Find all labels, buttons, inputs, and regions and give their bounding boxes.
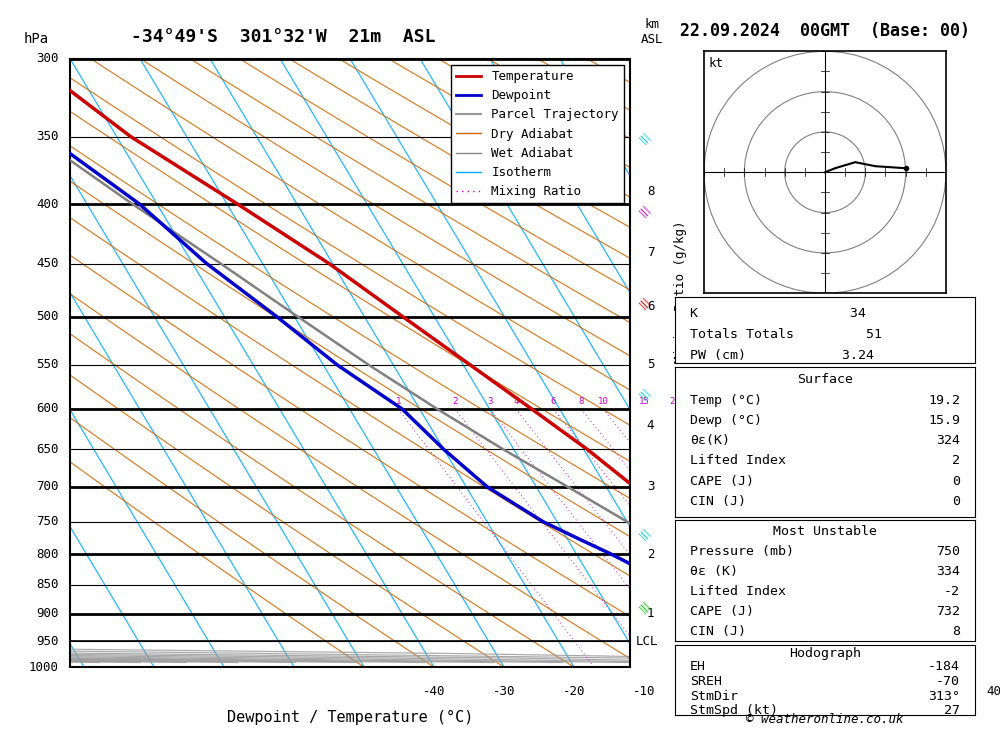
Text: 20: 20 (847, 685, 862, 699)
Text: Lifted Index: Lifted Index (690, 454, 786, 468)
Text: -70: -70 (936, 675, 960, 688)
Text: 650: 650 (36, 443, 59, 456)
Text: Dewp (°C): Dewp (°C) (690, 414, 762, 427)
Text: -34°49'S  301°32'W  21m  ASL: -34°49'S 301°32'W 21m ASL (131, 29, 435, 46)
Text: 2: 2 (952, 454, 960, 468)
Text: 732: 732 (936, 605, 960, 618)
Legend: Temperature, Dewpoint, Parcel Trajectory, Dry Adiabat, Wet Adiabat, Isotherm, Mi: Temperature, Dewpoint, Parcel Trajectory… (451, 65, 624, 203)
Text: Temp (°C): Temp (°C) (690, 394, 762, 407)
Text: |||: ||| (637, 130, 653, 145)
Text: K                   34: K 34 (690, 306, 866, 320)
Text: -40: -40 (423, 685, 445, 699)
Text: kt: kt (708, 57, 723, 70)
Text: StmDir: StmDir (690, 690, 738, 703)
Text: LCL: LCL (636, 635, 658, 648)
Text: EH: EH (690, 660, 706, 674)
Text: 1: 1 (395, 397, 401, 406)
Text: 10: 10 (777, 685, 792, 699)
Text: 800: 800 (36, 548, 59, 561)
Text: km
ASL: km ASL (641, 18, 664, 46)
Text: 8: 8 (952, 625, 960, 638)
Text: θε(K): θε(K) (690, 434, 730, 447)
Text: Mixing Ratio (g/kg): Mixing Ratio (g/kg) (674, 221, 687, 363)
Text: 10: 10 (598, 397, 609, 406)
Text: Surface: Surface (797, 372, 853, 386)
Text: 1000: 1000 (29, 660, 59, 674)
Text: 5: 5 (647, 358, 654, 372)
Text: 500: 500 (36, 310, 59, 323)
Text: Totals Totals         51: Totals Totals 51 (690, 328, 882, 341)
Text: -184: -184 (928, 660, 960, 674)
Text: 300: 300 (36, 52, 59, 65)
Text: |||: ||| (637, 599, 653, 614)
Text: 0: 0 (710, 685, 718, 699)
Text: 2: 2 (647, 548, 654, 561)
Text: 900: 900 (36, 607, 59, 620)
Text: 30: 30 (917, 685, 932, 699)
Text: 8: 8 (647, 185, 654, 198)
Text: 4: 4 (647, 419, 654, 432)
Text: 750: 750 (936, 545, 960, 558)
Text: 700: 700 (36, 480, 59, 493)
Text: 1: 1 (647, 607, 654, 620)
Text: 0: 0 (952, 495, 960, 508)
Text: 7: 7 (647, 246, 654, 259)
Text: 40: 40 (987, 685, 1000, 699)
Text: 15: 15 (639, 397, 650, 406)
Text: hPa: hPa (24, 32, 49, 46)
Text: 550: 550 (36, 358, 59, 372)
Text: 400: 400 (36, 197, 59, 210)
Text: CAPE (J): CAPE (J) (690, 475, 754, 487)
Text: 4: 4 (513, 397, 518, 406)
Text: 334: 334 (936, 565, 960, 578)
Text: Dewpoint / Temperature (°C): Dewpoint / Temperature (°C) (227, 710, 473, 725)
Text: |||: ||| (637, 295, 653, 309)
Text: CIN (J): CIN (J) (690, 625, 746, 638)
Text: 6: 6 (647, 300, 654, 313)
Text: Pressure (mb): Pressure (mb) (690, 545, 794, 558)
Text: 0: 0 (952, 475, 960, 487)
Text: |||: ||| (637, 203, 653, 218)
Text: |||: ||| (637, 386, 653, 401)
Text: Most Unstable: Most Unstable (773, 526, 877, 538)
Text: -2: -2 (944, 585, 960, 598)
Text: -20: -20 (563, 685, 585, 699)
Text: 20: 20 (669, 397, 680, 406)
Text: 25: 25 (693, 397, 704, 406)
Text: 324: 324 (936, 434, 960, 447)
Text: -30: -30 (493, 685, 515, 699)
Text: 850: 850 (36, 578, 59, 592)
Text: 27: 27 (944, 704, 960, 717)
Text: 19.2: 19.2 (928, 394, 960, 407)
Text: CAPE (J): CAPE (J) (690, 605, 754, 618)
Text: |||: ||| (637, 526, 653, 541)
Text: SREH: SREH (690, 675, 722, 688)
Text: 350: 350 (36, 130, 59, 143)
Text: © weatheronline.co.uk: © weatheronline.co.uk (746, 712, 904, 726)
Text: 3: 3 (647, 480, 654, 493)
Text: 450: 450 (36, 257, 59, 270)
Text: 22.09.2024  00GMT  (Base: 00): 22.09.2024 00GMT (Base: 00) (680, 22, 970, 40)
Text: -10: -10 (633, 685, 655, 699)
Text: Lifted Index: Lifted Index (690, 585, 786, 598)
Text: 313°: 313° (928, 690, 960, 703)
Text: 2: 2 (452, 397, 458, 406)
Text: 6: 6 (551, 397, 556, 406)
Text: θε (K): θε (K) (690, 565, 738, 578)
Text: 8: 8 (578, 397, 584, 406)
Text: 950: 950 (36, 635, 59, 648)
Text: CIN (J): CIN (J) (690, 495, 746, 508)
Text: PW (cm)            3.24: PW (cm) 3.24 (690, 349, 874, 362)
Text: Hodograph: Hodograph (789, 647, 861, 660)
Text: StmSpd (kt): StmSpd (kt) (690, 704, 778, 717)
Text: 750: 750 (36, 515, 59, 528)
Text: 3: 3 (487, 397, 493, 406)
Text: 600: 600 (36, 402, 59, 416)
Text: 15.9: 15.9 (928, 414, 960, 427)
